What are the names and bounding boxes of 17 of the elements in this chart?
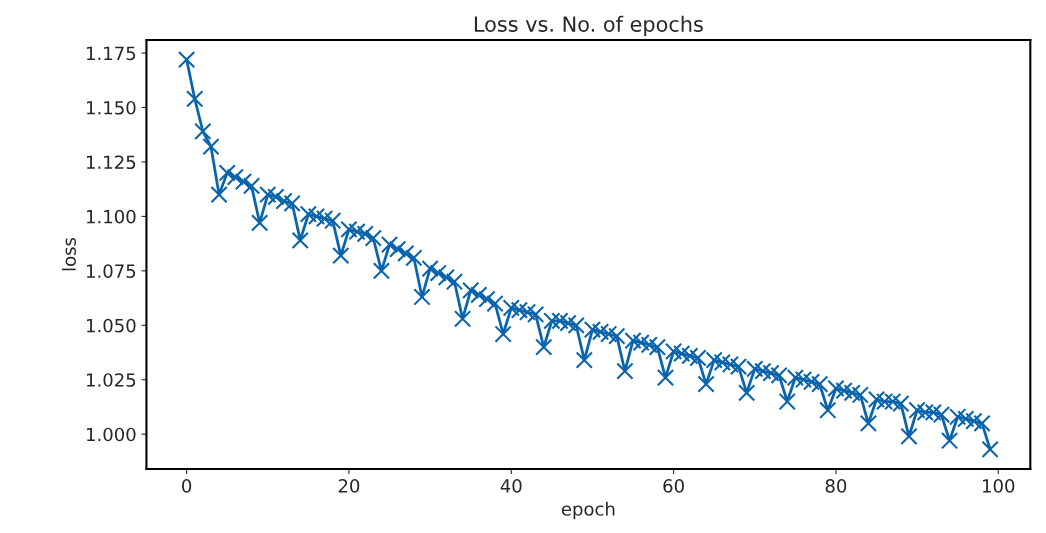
x-tick-label: 40: [500, 479, 522, 493]
x-tick-label: 0: [182, 479, 192, 493]
y-axis-title: loss: [62, 237, 76, 271]
x-tick-label: 80: [825, 479, 847, 493]
y-tick-label: 1.150: [87, 100, 136, 115]
y-tick-label: 1.050: [87, 318, 136, 333]
x-axis-title: epoch: [561, 501, 615, 520]
chart-title: Loss vs. No. of epochs: [474, 15, 703, 36]
y-tick-label: 1.125: [87, 155, 136, 170]
y-tick-label: 1.000: [87, 427, 136, 442]
y-tick-label: 1.100: [87, 209, 136, 224]
y-tick-label: 1.175: [87, 46, 136, 61]
y-tick-label: 1.075: [87, 264, 136, 278]
x-tick-label: 20: [338, 479, 360, 493]
x-tick-label: 100: [983, 479, 1015, 493]
y-tick-label: 1.025: [87, 373, 136, 387]
x-tick-label: 60: [663, 479, 684, 493]
